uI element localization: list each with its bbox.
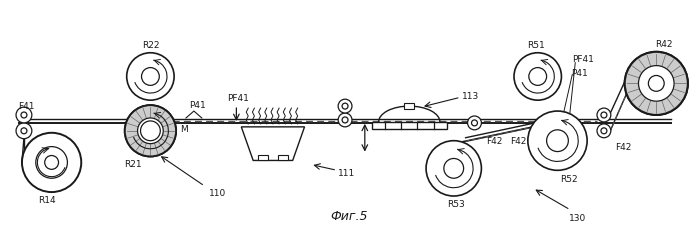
Bar bbox=[372, 122, 447, 129]
Text: 113: 113 bbox=[462, 91, 479, 100]
Text: P41: P41 bbox=[189, 100, 206, 109]
Circle shape bbox=[127, 54, 174, 101]
Text: R22: R22 bbox=[142, 41, 159, 50]
Circle shape bbox=[426, 141, 482, 196]
Circle shape bbox=[472, 120, 477, 126]
Circle shape bbox=[547, 130, 568, 152]
Circle shape bbox=[21, 112, 27, 119]
Circle shape bbox=[124, 106, 176, 157]
Circle shape bbox=[36, 147, 67, 179]
Text: R42: R42 bbox=[656, 40, 673, 49]
Circle shape bbox=[444, 159, 463, 179]
Text: 110: 110 bbox=[209, 188, 226, 197]
Circle shape bbox=[597, 109, 611, 122]
Text: Фиг.5: Фиг.5 bbox=[330, 209, 368, 222]
Circle shape bbox=[625, 52, 688, 116]
Text: R14: R14 bbox=[38, 196, 55, 205]
Circle shape bbox=[21, 128, 27, 134]
Text: 111: 111 bbox=[338, 168, 356, 177]
Text: F42: F42 bbox=[486, 137, 503, 146]
Text: M: M bbox=[180, 125, 188, 134]
Circle shape bbox=[638, 66, 674, 102]
Text: R21: R21 bbox=[124, 159, 141, 168]
Circle shape bbox=[342, 118, 348, 123]
Text: PF41: PF41 bbox=[572, 55, 594, 64]
Text: R53: R53 bbox=[447, 200, 465, 209]
Circle shape bbox=[529, 68, 547, 86]
Circle shape bbox=[140, 122, 160, 141]
Bar bbox=[258, 155, 268, 161]
Circle shape bbox=[138, 119, 164, 144]
Circle shape bbox=[45, 156, 59, 170]
Text: 130: 130 bbox=[568, 213, 586, 222]
Circle shape bbox=[597, 124, 611, 138]
Circle shape bbox=[16, 123, 32, 139]
Circle shape bbox=[601, 112, 607, 119]
Circle shape bbox=[141, 68, 159, 86]
Circle shape bbox=[528, 112, 587, 170]
Text: P41: P41 bbox=[571, 69, 588, 78]
Circle shape bbox=[126, 106, 175, 156]
Circle shape bbox=[514, 54, 561, 101]
Circle shape bbox=[16, 108, 32, 123]
Text: F42: F42 bbox=[510, 137, 526, 146]
Text: R52: R52 bbox=[561, 174, 578, 183]
Circle shape bbox=[342, 104, 348, 109]
Text: F41: F41 bbox=[17, 101, 34, 110]
Circle shape bbox=[468, 116, 482, 130]
Bar bbox=[404, 104, 415, 109]
Text: PF41: PF41 bbox=[227, 93, 250, 102]
Circle shape bbox=[338, 113, 352, 127]
Circle shape bbox=[626, 54, 687, 115]
Circle shape bbox=[601, 128, 607, 134]
Text: F42: F42 bbox=[616, 143, 632, 152]
Circle shape bbox=[338, 100, 352, 113]
Bar bbox=[278, 155, 288, 161]
Circle shape bbox=[649, 76, 664, 92]
Circle shape bbox=[22, 133, 81, 192]
Text: R51: R51 bbox=[527, 41, 545, 50]
